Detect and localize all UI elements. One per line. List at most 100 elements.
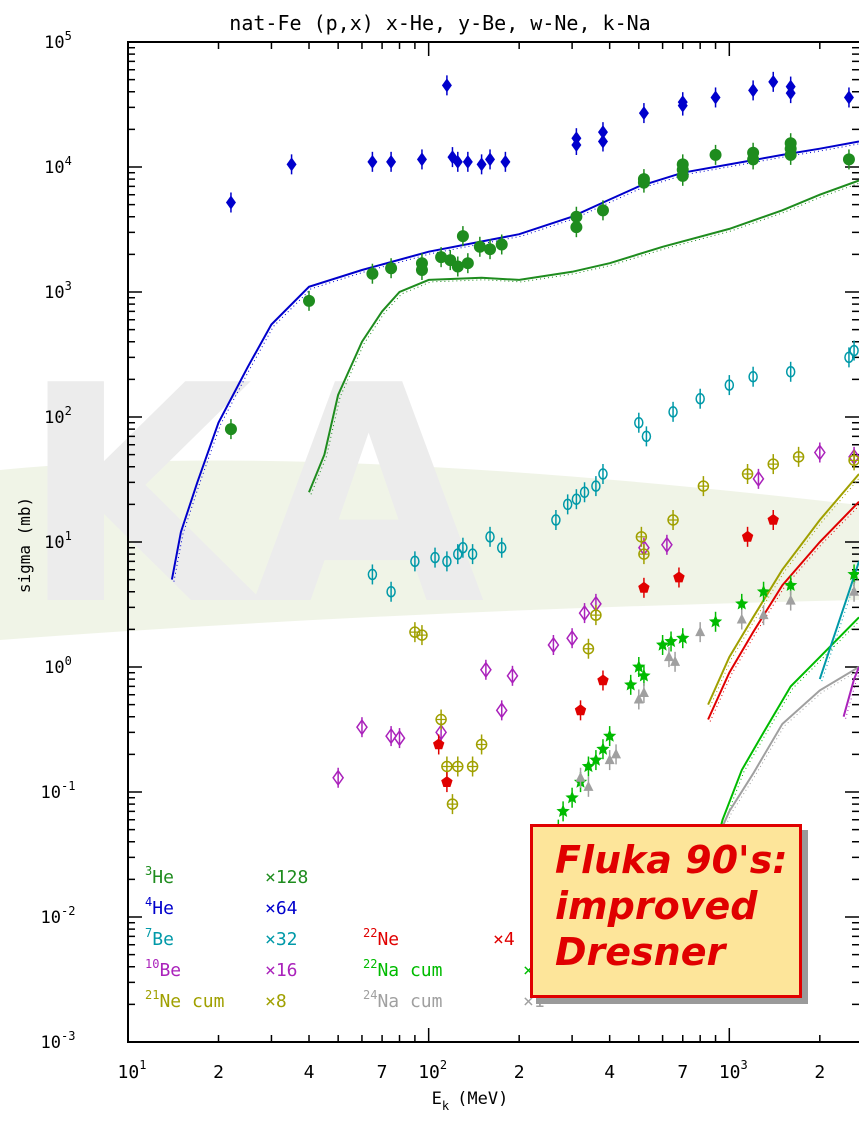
- point-3He: [747, 146, 760, 159]
- x-tick-label: 2: [514, 1062, 525, 1083]
- point-4He: [843, 90, 854, 105]
- point-22Nacum: [784, 578, 798, 591]
- point-22Nacum: [676, 631, 690, 644]
- point-22Nacum: [589, 753, 603, 766]
- point-21Necum-cross: [583, 643, 594, 654]
- point-10Be: [393, 729, 406, 747]
- point-7Be: [849, 344, 859, 357]
- point-21Necum-cross: [849, 455, 859, 466]
- point-21Necum-cross: [742, 468, 753, 479]
- legend-factor: ×16: [265, 960, 298, 981]
- point-7Be: [467, 548, 478, 560]
- point-4He: [476, 157, 487, 172]
- point-22Ne: [441, 776, 453, 787]
- point-4He: [416, 152, 427, 167]
- point-10Be: [435, 724, 448, 741]
- point-10Be: [547, 636, 560, 654]
- point-3He: [451, 260, 464, 273]
- point-7Be: [551, 514, 561, 526]
- point-21Necum-cross: [668, 514, 679, 525]
- point-22Nacum: [637, 668, 651, 682]
- point-4He: [485, 152, 496, 167]
- chart-title: nat-Fe (p,x) x-He, y-Be, w-Ne, k-Na: [229, 11, 650, 35]
- point-21Necum-cross: [636, 531, 647, 542]
- x-tick-label: 4: [304, 1062, 315, 1083]
- point-22Nacum: [603, 729, 617, 742]
- point-4He: [500, 154, 511, 169]
- point-4He: [571, 131, 582, 146]
- point-7Be: [695, 392, 705, 405]
- legend-label: 22Ne: [363, 926, 399, 950]
- point-22Nacum: [596, 742, 610, 755]
- point-4He: [386, 154, 397, 169]
- point-3He: [224, 423, 237, 436]
- point-24Nacum: [663, 651, 674, 662]
- point-7Be: [442, 555, 452, 568]
- point-4He: [710, 90, 721, 105]
- legend-label: 22Na cum: [363, 957, 442, 981]
- point-3He: [385, 262, 398, 275]
- point-3He: [415, 257, 428, 270]
- point-10Be: [332, 769, 345, 787]
- point-10Be: [660, 536, 673, 554]
- point-7Be: [598, 468, 608, 480]
- legend-entry: 4He ×64: [145, 895, 298, 919]
- x-tick-label: 2: [213, 1062, 224, 1083]
- axis-ticks: 105 104 103 102 101 100 10-1 10-2 10-3 101 2 4 7 102 2…: [41, 29, 859, 1083]
- legend-entry: 22Ne ×4: [363, 926, 515, 950]
- point-4He: [452, 154, 463, 169]
- point-3He: [570, 210, 583, 223]
- point-10Be: [566, 629, 579, 647]
- curve-21Necum-calc: [707, 473, 859, 706]
- point-22Nacum: [735, 596, 749, 610]
- y-axis-label: sigma (mb): [15, 497, 34, 593]
- point-22Nacum: [756, 584, 771, 598]
- point-10Be: [356, 718, 368, 736]
- x-tick-label: 7: [677, 1062, 688, 1083]
- point-7Be: [458, 541, 468, 554]
- point-7Be: [634, 416, 644, 429]
- legend-factor: ×8: [265, 991, 287, 1012]
- y-tick-label: 100: [44, 654, 72, 678]
- x-tick-label: 102: [418, 1058, 447, 1083]
- legend-label: 24Na cum: [363, 988, 442, 1012]
- legend-factor: ×4: [493, 929, 515, 950]
- y-tick-label: 104: [44, 154, 72, 178]
- y-tick-label: 101: [44, 529, 72, 553]
- point-3He: [366, 267, 379, 280]
- point-10Be: [495, 702, 508, 719]
- y-tick-label: 102: [44, 404, 72, 428]
- point-4He: [677, 98, 688, 113]
- legend: 3He ×128 4He ×64 7Be ×32 10Be ×16 21Ne cum ×8 22Ne…: [145, 864, 545, 1012]
- point-3He: [637, 173, 650, 186]
- x-tick-label: 103: [719, 1058, 748, 1083]
- point-3He: [435, 251, 448, 264]
- legend-entry: 21Ne cum ×8: [145, 988, 287, 1012]
- point-24Nacum: [758, 609, 769, 620]
- point-3He: [784, 137, 797, 150]
- point-3He: [842, 153, 855, 166]
- point-21Necum-cross: [590, 610, 601, 621]
- point-24Nacum: [583, 780, 594, 791]
- legend-label: 3He: [145, 864, 174, 888]
- point-22Nacum: [565, 790, 579, 804]
- point-22Nacum: [708, 614, 723, 628]
- point-7Be: [724, 379, 735, 391]
- point-3He: [596, 204, 609, 217]
- point-7Be: [579, 486, 590, 499]
- x-tick-label: 2: [814, 1062, 825, 1083]
- point-4He: [785, 86, 796, 101]
- point-10Be: [578, 604, 591, 622]
- point-21Necum-cross: [467, 761, 478, 772]
- point-7Be: [453, 548, 463, 560]
- watermark: KA: [0, 322, 859, 671]
- point-24Nacum: [611, 748, 622, 759]
- point-22Nacum: [632, 660, 646, 673]
- point-22Ne: [741, 530, 754, 542]
- curve-22Nacum-calc: [711, 616, 859, 858]
- point-3He: [570, 221, 583, 234]
- point-22Nacum: [656, 638, 670, 651]
- point-22Ne: [673, 571, 685, 583]
- point-24Nacum: [633, 693, 644, 704]
- point-22Nacum: [664, 634, 678, 648]
